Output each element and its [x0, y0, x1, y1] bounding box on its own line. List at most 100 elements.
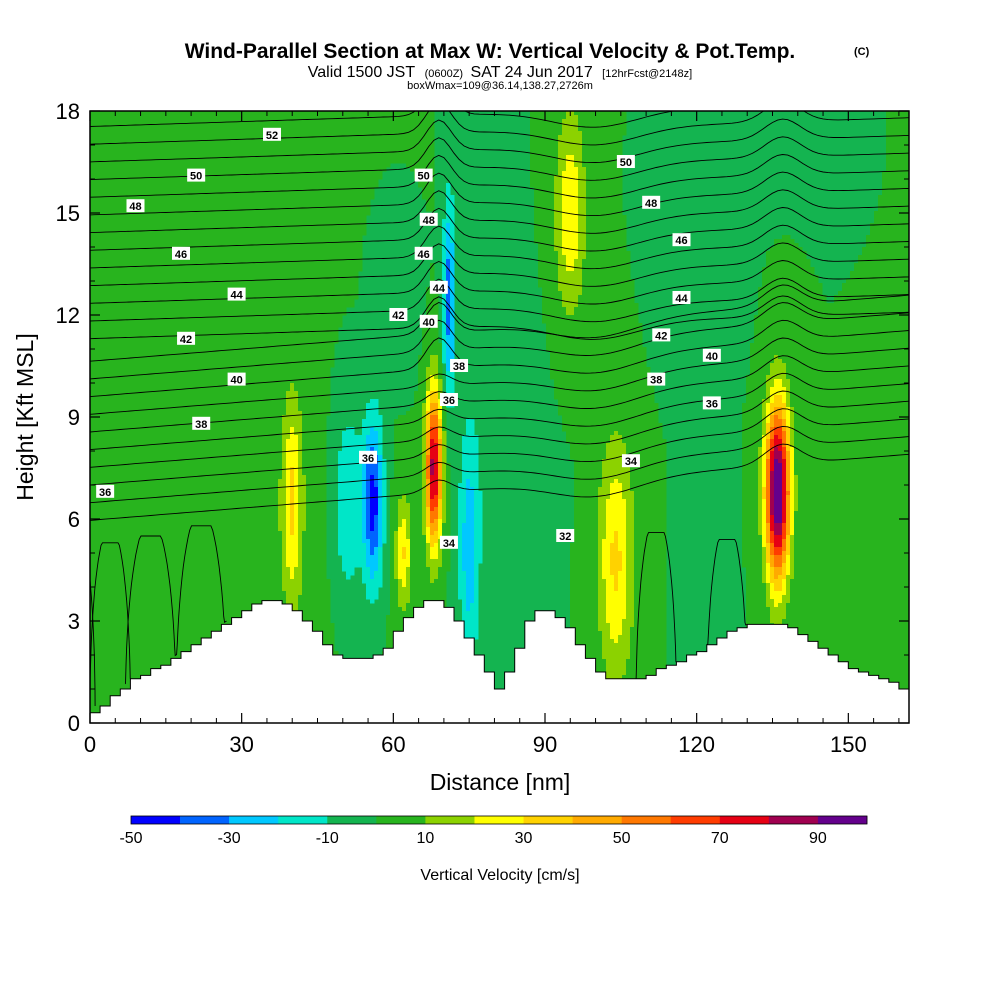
w-cell	[346, 179, 351, 184]
w-cell	[226, 123, 231, 128]
w-cell	[106, 135, 111, 140]
w-cell	[90, 151, 95, 156]
w-cell	[294, 267, 299, 272]
w-cell	[222, 179, 227, 184]
w-cell	[146, 279, 151, 284]
w-cell	[322, 199, 327, 204]
w-cell	[574, 235, 579, 240]
w-cell	[590, 203, 595, 208]
w-cell	[346, 191, 351, 196]
w-cell	[550, 231, 555, 236]
w-cell	[102, 167, 107, 172]
w-cell	[114, 227, 119, 232]
w-cell	[94, 183, 99, 188]
w-cell	[234, 127, 239, 132]
w-cell	[886, 215, 891, 220]
w-cell	[894, 263, 899, 268]
w-cell	[294, 167, 299, 172]
w-cell	[770, 255, 775, 260]
w-cell	[230, 123, 235, 128]
w-cell	[330, 231, 335, 236]
w-cell	[310, 215, 315, 220]
w-cell	[190, 255, 195, 260]
w-cell	[886, 115, 891, 120]
w-cell	[270, 251, 275, 256]
w-cell	[282, 207, 287, 212]
w-cell	[890, 279, 895, 284]
w-cell	[902, 283, 907, 288]
w-cell	[554, 207, 559, 212]
w-cell	[258, 215, 263, 220]
w-cell	[866, 255, 871, 260]
w-cell	[222, 231, 227, 236]
w-cell	[610, 211, 615, 216]
w-cell	[174, 207, 179, 212]
w-cell	[362, 211, 367, 216]
w-cell	[806, 259, 811, 264]
w-cell	[98, 119, 103, 124]
w-cell	[122, 163, 127, 168]
w-cell	[206, 131, 211, 136]
w-cell	[374, 135, 379, 140]
w-cell	[218, 167, 223, 172]
w-cell	[234, 247, 239, 252]
w-cell	[586, 127, 591, 132]
w-cell	[198, 275, 203, 280]
w-cell	[158, 135, 163, 140]
w-cell	[586, 243, 591, 248]
w-cell	[302, 243, 307, 248]
w-cell	[334, 235, 339, 240]
w-cell	[566, 207, 571, 212]
w-cell	[178, 163, 183, 168]
w-cell	[246, 139, 251, 144]
w-cell	[782, 271, 787, 276]
w-cell	[206, 199, 211, 204]
w-cell	[254, 239, 259, 244]
w-cell	[322, 231, 327, 236]
w-cell	[414, 123, 419, 128]
w-cell	[418, 147, 423, 152]
w-cell	[350, 263, 355, 268]
w-cell	[578, 167, 583, 172]
w-cell	[94, 235, 99, 240]
w-cell	[194, 131, 199, 136]
w-cell	[350, 215, 355, 220]
w-cell	[142, 271, 147, 276]
w-cell	[150, 159, 155, 164]
w-cell	[250, 195, 255, 200]
w-cell	[450, 211, 455, 216]
w-cell	[906, 119, 909, 124]
w-cell	[366, 175, 371, 180]
w-cell	[162, 167, 167, 172]
w-cell	[154, 111, 159, 116]
w-cell	[274, 271, 279, 276]
w-cell	[122, 127, 127, 132]
w-cell	[890, 207, 895, 212]
w-cell	[314, 239, 319, 244]
w-cell	[222, 235, 227, 240]
w-cell	[546, 183, 551, 188]
w-cell	[126, 239, 131, 244]
w-cell	[110, 275, 115, 280]
w-cell	[214, 283, 219, 288]
w-cell	[114, 147, 119, 152]
w-cell	[322, 139, 327, 144]
w-cell	[294, 227, 299, 232]
w-cell	[198, 223, 203, 228]
w-cell	[618, 147, 623, 152]
w-cell	[542, 179, 547, 184]
w-cell	[786, 271, 791, 276]
w-cell	[378, 167, 383, 172]
w-cell	[606, 171, 611, 176]
w-cell	[378, 159, 383, 164]
w-cell	[94, 251, 99, 256]
w-cell	[450, 195, 455, 200]
w-cell	[546, 171, 551, 176]
w-cell	[286, 235, 291, 240]
w-cell	[538, 179, 543, 184]
w-cell	[170, 167, 175, 172]
w-cell	[190, 247, 195, 252]
w-cell	[242, 191, 247, 196]
w-cell	[170, 191, 175, 196]
w-cell	[362, 187, 367, 192]
